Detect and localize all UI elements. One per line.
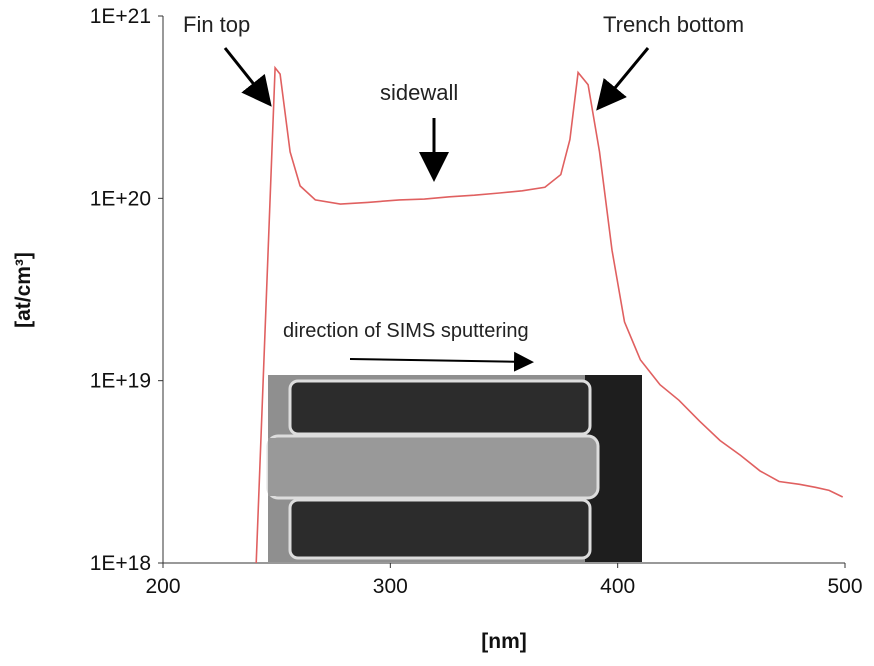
y-tick-label: 1E+20 — [90, 187, 151, 210]
x-tick-label: 500 — [827, 575, 862, 598]
fin-top-arrow — [223, 47, 272, 107]
sputter-direction-label: direction of SIMS sputtering — [283, 320, 529, 342]
x-tick-label: 400 — [600, 575, 635, 598]
y-tick-label: 1E+21 — [90, 5, 151, 28]
axes — [162, 16, 845, 564]
x-tick-label: 200 — [145, 575, 180, 598]
x-tick-label: 300 — [373, 575, 408, 598]
sem-inset-image — [266, 375, 642, 562]
sputter-direction-arrow — [349, 351, 534, 372]
fin-top-label: Fin top — [183, 12, 250, 37]
trench-bottom-arrow — [596, 47, 650, 111]
trench-bottom-label: Trench bottom — [603, 12, 744, 37]
y-tick-label: 1E+19 — [90, 370, 151, 393]
y-tick-label: 1E+18 — [90, 552, 151, 575]
x-axis-label: [nm] — [481, 630, 527, 653]
series-line — [255, 65, 844, 564]
y-axis-label: [at/cm³] — [12, 252, 35, 328]
sidewall-label: sidewall — [380, 80, 458, 105]
